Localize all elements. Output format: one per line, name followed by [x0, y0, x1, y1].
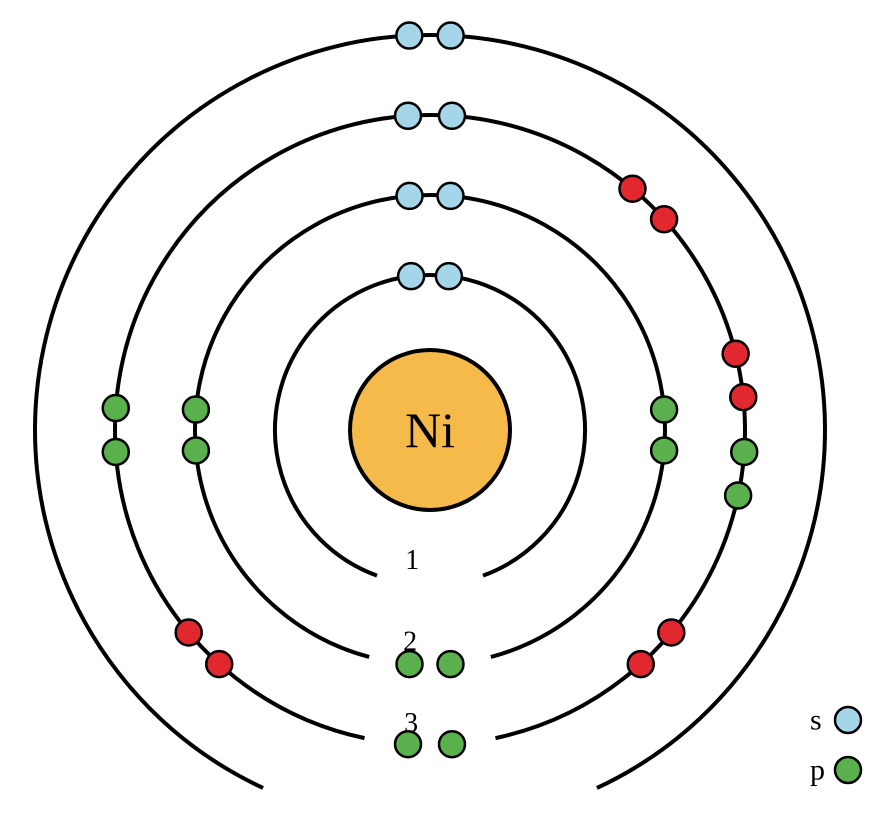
- electron-p: [183, 437, 209, 463]
- electron-p: [725, 482, 751, 508]
- electron-p: [103, 439, 129, 465]
- electron-p: [103, 395, 129, 421]
- electron-p: [395, 731, 421, 757]
- electron-p: [183, 397, 209, 423]
- electron-d: [723, 341, 749, 367]
- electron-s: [437, 183, 463, 209]
- legend-swatch-p: [835, 757, 861, 783]
- electron-d: [176, 619, 202, 645]
- electron-s: [397, 183, 423, 209]
- electron-d: [658, 619, 684, 645]
- electron-s: [438, 23, 464, 49]
- atom-diagram: Ni123sp: [0, 0, 883, 817]
- electron-s: [398, 263, 424, 289]
- electron-d: [628, 651, 654, 677]
- electron-p: [439, 731, 465, 757]
- electron-d: [206, 651, 232, 677]
- shell-label-1: 1: [405, 545, 419, 576]
- electron-p: [397, 651, 423, 677]
- electron-s: [395, 103, 421, 129]
- electron-p: [651, 437, 677, 463]
- nucleus-label: Ni: [405, 402, 455, 458]
- electron-p: [437, 651, 463, 677]
- electron-s: [439, 103, 465, 129]
- legend-label-p: p: [810, 754, 825, 787]
- legend-label-s: s: [810, 704, 822, 737]
- electron-d: [730, 384, 756, 410]
- electron-p: [731, 439, 757, 465]
- electron-d: [651, 206, 677, 232]
- electron-s: [436, 263, 462, 289]
- electron-s: [396, 23, 422, 49]
- electron-d: [619, 176, 645, 202]
- electron-p: [651, 397, 677, 423]
- legend-swatch-s: [835, 707, 861, 733]
